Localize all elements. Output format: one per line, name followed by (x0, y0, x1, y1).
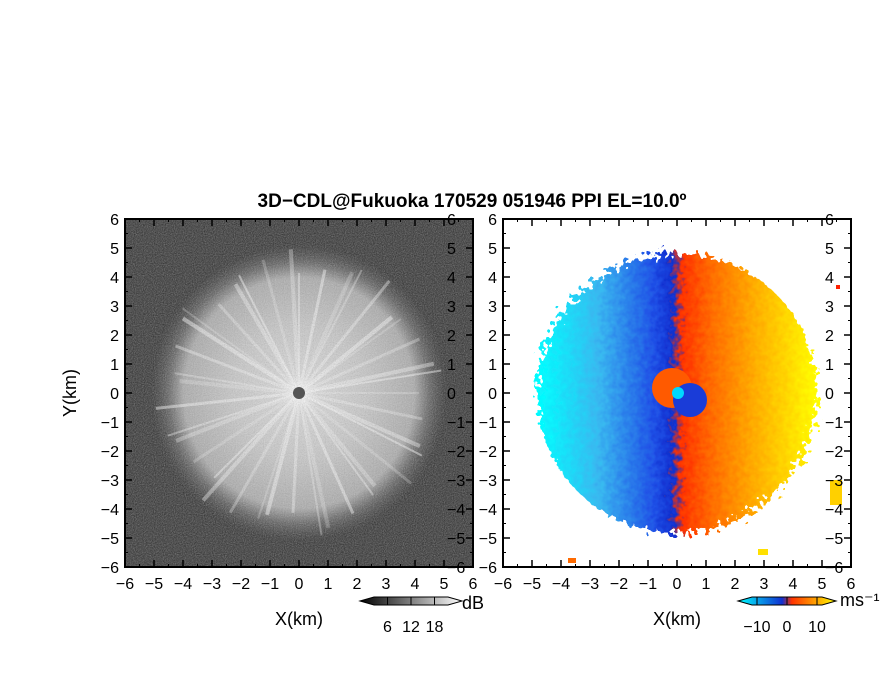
y-tick-label: −4 (101, 502, 119, 519)
y-tick-label: 0 (488, 386, 497, 403)
x-tick-label: −2 (610, 576, 628, 593)
y-tick-label-right: 3 (447, 299, 456, 316)
y-tick-label: 2 (110, 328, 119, 345)
x-tick-label: −3 (203, 576, 221, 593)
right-axes: −6−6 −6−5−5 −5−4−4 −4−3−3 −3−2−2 −2−1−1 −100 01… (479, 212, 856, 593)
colorbar-tick-label: −10 (743, 619, 770, 636)
colorbar-tick-label: 10 (808, 619, 826, 636)
y-tick-label-right: 5 (447, 241, 456, 258)
velocity-panel: −6−6 −6−5−5 −5−4−4 −4−3−3 −3−2−2 −2−1−1 −100 01… (479, 212, 856, 629)
y-tick-label: 4 (488, 270, 497, 287)
y-tick-label: 6 (488, 212, 497, 229)
y-tick-label-right: −2 (825, 444, 843, 461)
y-tick-label: 5 (110, 241, 119, 258)
y-tick-label-right: 4 (825, 270, 834, 287)
y-tick-label-right: 1 (447, 357, 456, 374)
colorbar-tick-label: 18 (426, 619, 444, 636)
y-tick-label-right: −2 (447, 444, 465, 461)
y-tick-label: 3 (488, 299, 497, 316)
snr-colorbar-unit: dB (462, 593, 484, 613)
y-tick-label: 1 (110, 357, 119, 374)
y-tick-label-right: 6 (825, 212, 834, 229)
y-tick-label: 0 (110, 386, 119, 403)
y-tick-label: −3 (101, 473, 119, 490)
right-x-axis-label: X(km) (653, 609, 701, 629)
x-tick-label: 1 (702, 576, 711, 593)
y-tick-label-right: −6 (825, 560, 843, 577)
x-tick-label: 5 (440, 576, 449, 593)
y-tick-label: 4 (110, 270, 119, 287)
y-tick-label: 6 (110, 212, 119, 229)
colorbar-tick-label: 0 (783, 619, 792, 636)
y-tick-label-right: 1 (825, 357, 834, 374)
y-tick-label-right: −1 (825, 415, 843, 432)
x-tick-label: 0 (295, 576, 304, 593)
y-tick-label: −5 (479, 531, 497, 548)
snr-panel: −6−6 −6−5−5 −5−4−4 −4−3−3 −3−2−2 −2−1−1 −100 01… (60, 212, 478, 629)
y-tick-label-right: −4 (447, 502, 465, 519)
x-tick-label: 5 (818, 576, 827, 593)
y-tick-label: −4 (479, 502, 497, 519)
radar-site-marker (293, 387, 305, 399)
figure-title: 3D−CDL@Fukuoka 170529 051946 PPI EL=10.0… (258, 191, 687, 212)
x-tick-label: 3 (760, 576, 769, 593)
y-tick-label: 2 (488, 328, 497, 345)
y-tick-label: 1 (488, 357, 497, 374)
y-tick-label-right: 0 (447, 386, 456, 403)
x-tick-label: −2 (232, 576, 250, 593)
y-tick-label-right: 0 (825, 386, 834, 403)
x-tick-label: −5 (145, 576, 163, 593)
colorbar-tick-label: 6 (383, 619, 392, 636)
y-tick-label: −6 (101, 560, 119, 577)
x-tick-label: −6 (494, 576, 512, 593)
x-tick-label: −1 (639, 576, 657, 593)
x-tick-label: −4 (174, 576, 192, 593)
y-tick-label-right: 4 (447, 270, 456, 287)
x-tick-label: 3 (382, 576, 391, 593)
y-tick-label: −3 (479, 473, 497, 490)
colorbar-tick-label: 12 (402, 619, 420, 636)
left-y-axis-label: Y(km) (60, 369, 80, 417)
y-tick-label-right: −5 (447, 531, 465, 548)
y-tick-label-right: −3 (825, 473, 843, 490)
x-tick-label: 2 (731, 576, 740, 593)
y-tick-label-right: 5 (825, 241, 834, 258)
x-tick-label: −4 (552, 576, 570, 593)
y-tick-label-right: −3 (447, 473, 465, 490)
y-tick-label-right: 2 (825, 328, 834, 345)
y-tick-label-right: −4 (825, 502, 843, 519)
y-tick-label-right: −1 (447, 415, 465, 432)
x-tick-label: −3 (581, 576, 599, 593)
y-tick-label: 3 (110, 299, 119, 316)
snr-colorbar: 6 12 18 dB (358, 593, 484, 636)
y-tick-label: −5 (101, 531, 119, 548)
y-tick-label-right: 2 (447, 328, 456, 345)
x-tick-label: 6 (847, 576, 856, 593)
x-tick-label: 4 (411, 576, 420, 593)
velocity-colorbar-unit: ms⁻¹ (840, 590, 880, 610)
y-tick-label: −6 (479, 560, 497, 577)
y-tick-label: −2 (101, 444, 119, 461)
y-tick-label-right: −6 (447, 560, 465, 577)
x-tick-label: −6 (116, 576, 134, 593)
x-tick-label: −5 (523, 576, 541, 593)
left-x-axis-label: X(km) (275, 609, 323, 629)
y-tick-label: −2 (479, 444, 497, 461)
y-tick-label-right: 6 (447, 212, 456, 229)
x-tick-label: 2 (353, 576, 362, 593)
y-tick-label-right: 3 (825, 299, 834, 316)
x-tick-label: 4 (789, 576, 798, 593)
x-tick-label: 6 (469, 576, 478, 593)
x-tick-label: −1 (261, 576, 279, 593)
x-tick-label: 1 (324, 576, 333, 593)
radar-site-marker-velocity (672, 387, 684, 399)
velocity-colorbar: −10 0 10 ms⁻¹ (736, 590, 880, 636)
y-tick-label-right: −5 (825, 531, 843, 548)
y-tick-label: 5 (488, 241, 497, 258)
x-tick-label: 0 (673, 576, 682, 593)
left-axes: −6−6 −6−5−5 −5−4−4 −4−3−3 −3−2−2 −2−1−1 −100 01… (101, 212, 478, 593)
y-tick-label: −1 (101, 415, 119, 432)
y-tick-label: −1 (479, 415, 497, 432)
